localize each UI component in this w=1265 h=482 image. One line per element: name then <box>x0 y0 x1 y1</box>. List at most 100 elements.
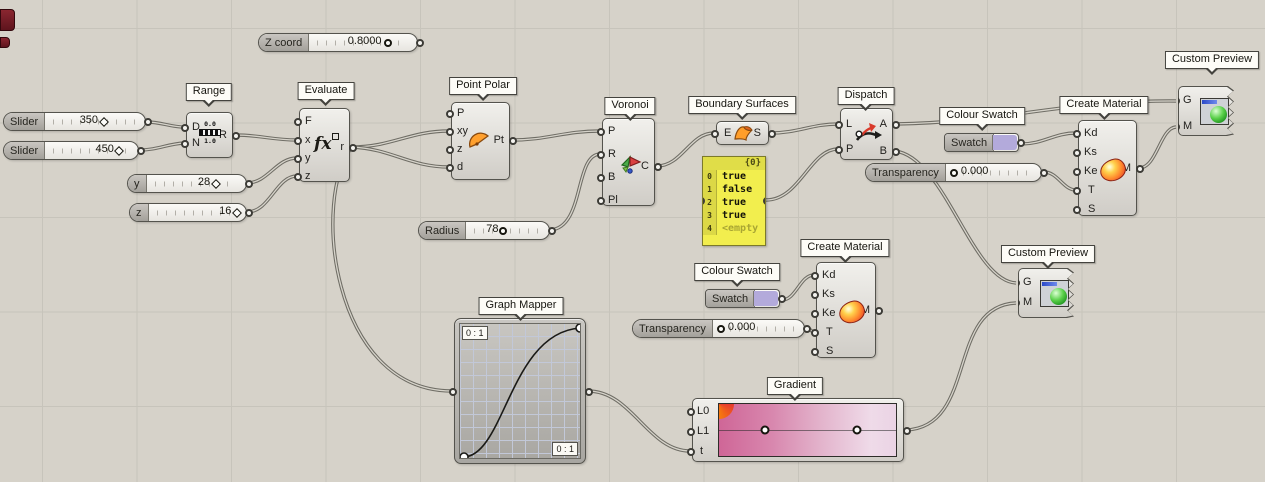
output-nub[interactable] <box>803 325 811 333</box>
output-nub[interactable] <box>349 144 357 152</box>
output-nub[interactable] <box>1136 165 1144 173</box>
slider-track[interactable]: 0.000 <box>713 320 804 337</box>
colour-swatch-2[interactable]: Swatch <box>705 289 786 308</box>
input-nub[interactable] <box>294 137 302 145</box>
colour-swatch-1[interactable]: Swatch <box>944 133 1025 152</box>
slider-handle[interactable] <box>99 116 109 127</box>
input-nub[interactable] <box>811 310 819 318</box>
graph-mapper-component[interactable]: 0 : 1 0 : 1 <box>449 318 593 464</box>
graph-mapper-plot[interactable]: 0 : 1 0 : 1 <box>459 323 581 459</box>
input-nub[interactable] <box>1012 299 1020 307</box>
input-nub[interactable] <box>811 329 819 337</box>
slider-y[interactable]: y 28 <box>127 174 253 193</box>
slider-track[interactable]: 78 <box>466 222 549 239</box>
output-nub[interactable] <box>416 39 424 47</box>
output-nub[interactable] <box>548 227 556 235</box>
input-nub[interactable] <box>811 272 819 280</box>
input-nub[interactable] <box>597 128 605 136</box>
offscreen-component[interactable] <box>0 37 10 48</box>
slider-handle[interactable] <box>949 168 958 177</box>
output-nub[interactable] <box>144 118 152 126</box>
input-nub[interactable] <box>711 130 719 138</box>
input-nub[interactable] <box>181 140 189 148</box>
curve-grip[interactable] <box>460 452 469 459</box>
gradient-grip[interactable] <box>852 425 862 435</box>
output-nub[interactable] <box>892 121 900 129</box>
output-nub[interactable] <box>245 209 253 217</box>
boundary-surfaces-component[interactable]: E S <box>711 121 776 145</box>
graph-curve[interactable] <box>460 324 581 459</box>
slider-transparency-1[interactable]: Transparency 0.000 <box>865 163 1048 182</box>
gradient-rainbow-wedge[interactable] <box>719 404 734 419</box>
slider-track[interactable]: 350 <box>45 113 145 130</box>
slider-handle[interactable] <box>716 324 725 333</box>
slider-z[interactable]: z 16 <box>129 203 253 222</box>
output-nub[interactable] <box>232 132 240 140</box>
input-nub[interactable] <box>811 291 819 299</box>
create-material-1-component[interactable]: Kd Ks Ke T S M <box>1073 120 1144 216</box>
input-nub[interactable] <box>449 388 457 396</box>
slider-track[interactable]: 16 <box>149 204 247 221</box>
input-nub[interactable] <box>1073 206 1081 214</box>
input-nub[interactable] <box>811 348 819 356</box>
slider-track[interactable]: 0.8000 <box>309 34 417 51</box>
slider-handle[interactable] <box>232 207 243 218</box>
slider-z-coord[interactable]: Z coord 0.8000 <box>258 33 424 52</box>
input-nub[interactable] <box>1073 187 1081 195</box>
input-nub[interactable] <box>835 146 843 154</box>
custom-preview-2-component[interactable]: G M <box>1018 268 1074 318</box>
input-nub[interactable] <box>446 128 454 136</box>
output-nub[interactable] <box>903 427 911 435</box>
curve-grip[interactable] <box>575 324 581 333</box>
output-nub[interactable] <box>875 307 883 315</box>
slider-transparency-2[interactable]: Transparency 0.000 <box>632 319 811 338</box>
slider-handle[interactable] <box>383 38 392 47</box>
input-nub[interactable] <box>446 164 454 172</box>
input-nub[interactable] <box>446 146 454 154</box>
input-nub[interactable] <box>687 408 695 416</box>
point-polar-component[interactable]: P xy z d Pt <box>446 102 517 180</box>
input-nub[interactable] <box>1073 130 1081 138</box>
slider-track[interactable]: 450 <box>45 142 138 159</box>
slider-track[interactable]: 0.000 <box>946 164 1041 181</box>
output-nub[interactable] <box>768 130 776 138</box>
input-nub[interactable] <box>1073 168 1081 176</box>
output-nub[interactable] <box>1040 169 1048 177</box>
output-nub[interactable] <box>654 163 662 171</box>
range-component[interactable]: D N R 0.0 1.0 <box>181 112 240 158</box>
output-nub[interactable] <box>892 148 900 156</box>
offscreen-component[interactable] <box>0 9 15 31</box>
input-nub[interactable] <box>687 428 695 436</box>
slider-450[interactable]: Slider 450 <box>3 141 145 160</box>
input-nub[interactable] <box>597 197 605 205</box>
output-nub[interactable] <box>763 197 765 205</box>
swatch-color-well[interactable] <box>753 291 778 306</box>
output-nub[interactable] <box>137 147 145 155</box>
swatch-color-well[interactable] <box>992 135 1017 150</box>
input-nub[interactable] <box>181 124 189 132</box>
slider-track[interactable]: 28 <box>147 175 247 192</box>
output-nub[interactable] <box>1017 139 1025 147</box>
gradient-component[interactable]: L0 L1 t <box>687 398 911 462</box>
gradient-bar[interactable] <box>718 403 897 457</box>
input-nub[interactable] <box>1073 149 1081 157</box>
input-nub[interactable] <box>1012 279 1020 287</box>
slider-handle[interactable] <box>211 178 222 189</box>
output-nub[interactable] <box>585 388 593 396</box>
input-nub[interactable] <box>1172 97 1180 105</box>
voronoi-component[interactable]: P R B Pl C <box>597 118 662 206</box>
input-nub[interactable] <box>687 448 695 456</box>
output-nub[interactable] <box>245 180 253 188</box>
input-nub[interactable] <box>294 118 302 126</box>
input-nub[interactable] <box>597 151 605 159</box>
input-nub[interactable] <box>1172 123 1180 131</box>
slider-radius[interactable]: Radius 78 <box>418 221 556 240</box>
slider-handle[interactable] <box>499 226 508 235</box>
data-panel[interactable]: {0} 0 true 1 false 2 true 3 true 4 <empty <box>702 156 766 246</box>
create-material-2-component[interactable]: Kd Ks Ke T S M <box>811 262 883 358</box>
evaluate-component[interactable]: F x y z r fx <box>294 108 357 182</box>
slider-handle[interactable] <box>114 145 125 156</box>
input-nub[interactable] <box>835 121 843 129</box>
input-nub[interactable] <box>294 173 302 181</box>
